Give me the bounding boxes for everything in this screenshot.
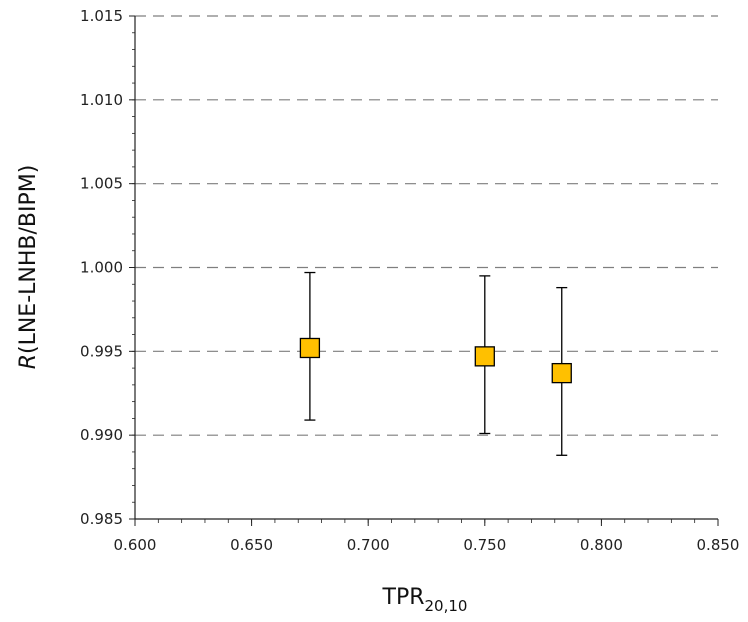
y-tick-label-1: 0.990 [80, 426, 123, 444]
x-tick-label-2: 0.700 [347, 536, 390, 554]
x-tick-label-1: 0.650 [230, 536, 273, 554]
data-point-1 [474, 346, 495, 367]
x-axis-label: TPR20,10 [382, 585, 468, 615]
data-point-2 [551, 362, 572, 384]
x-tick-label-3: 0.750 [463, 536, 506, 554]
y-tick-label-0: 0.985 [80, 510, 123, 528]
y-tick-label-6: 1.015 [80, 7, 123, 25]
x-axis-label-subscript: 20,10 [425, 597, 468, 615]
x-tick-label-5: 0.850 [697, 536, 740, 554]
y-tick-label-4: 1.005 [80, 175, 123, 193]
grid [135, 15, 718, 436]
x-tick-label-4: 0.800 [580, 536, 623, 554]
x-tick-label-0: 0.600 [114, 536, 157, 554]
data-points [299, 271, 572, 456]
y-tick-label-5: 1.010 [80, 91, 123, 109]
y-tick-label-2: 0.995 [80, 342, 123, 360]
axes [129, 15, 719, 526]
y-tick-label-3: 1.000 [80, 259, 123, 277]
y-axis-label: R(LNE-LNHB/BIPM) [16, 165, 41, 370]
x-axis-label-main: TPR [382, 585, 425, 610]
data-point-0 [299, 337, 321, 359]
y-axis-label-italic: R [16, 354, 41, 369]
y-axis-label-rest: (LNE-LNHB/BIPM) [16, 165, 41, 354]
tick-labels: 0.985 0.990 0.995 1.000 1.005 1.010 1.015 0.600… [80, 7, 739, 554]
